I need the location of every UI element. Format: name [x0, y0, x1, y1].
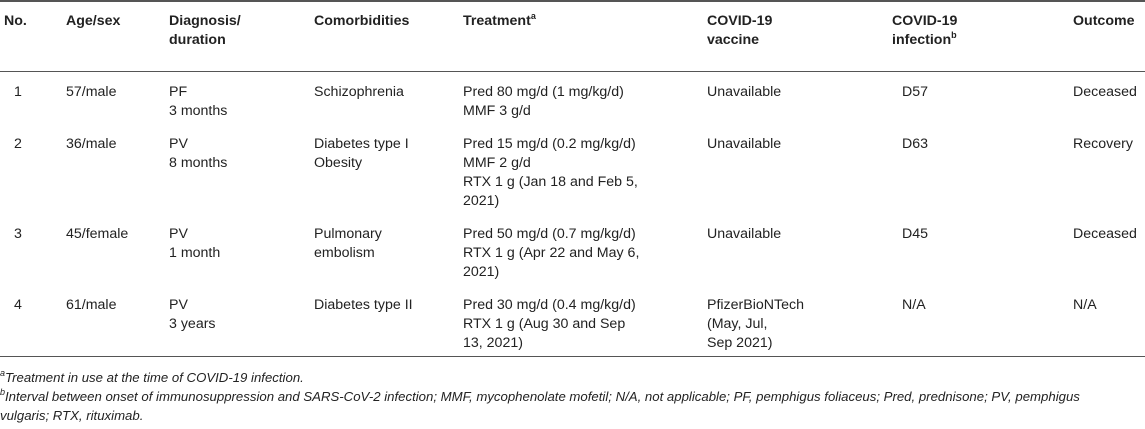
- cell-vaccine-line: Sep 2021): [707, 334, 773, 351]
- header-diagnosis: Diagnosis/ duration: [169, 13, 241, 48]
- cell-treatment: Pred 80 mg/d (1 mg/kg/d) MMF 3 g/d: [459, 71, 697, 124]
- cell-treatment: Pred 30 mg/d (0.4 mg/kg/d) RTX 1 g (Aug 3…: [459, 285, 697, 357]
- footnote-a-marker: a: [530, 11, 536, 21]
- cell-diagnosis-line: PF: [169, 83, 188, 100]
- footnote-b-marker: b: [951, 30, 957, 40]
- cell-age-sex: 36/male: [66, 135, 117, 152]
- header-no: No.: [4, 13, 27, 29]
- cell-diagnosis-line: 1 month: [169, 244, 221, 261]
- cell-vaccine: Unavailable: [697, 71, 826, 124]
- cell-diagnosis: PV 8 months: [155, 124, 310, 214]
- cell-treatment-line: 13, 2021): [463, 334, 523, 351]
- cell-age-sex: 57/male: [66, 83, 117, 100]
- cell-treatment: Pred 15 mg/d (0.2 mg/kg/d) MMF 2 g/d RTX 1…: [459, 124, 697, 214]
- table-footnotes: aTreatment in use at the time of COVID-1…: [0, 368, 1145, 425]
- cell-treatment: Pred 50 mg/d (0.7 mg/kg/d) RTX 1 g (Apr 2…: [459, 214, 697, 285]
- cell-diagnosis-line: 8 months: [169, 154, 228, 171]
- cell-treatment-line: Pred 30 mg/d (0.4 mg/kg/d): [463, 296, 636, 313]
- header-treatment: Treatmenta: [463, 11, 536, 30]
- footnote-a: aTreatment in use at the time of COVID-1…: [0, 368, 304, 386]
- cell-outcome: Recovery: [1073, 135, 1133, 152]
- cell-diagnosis-line: 3 years: [169, 315, 216, 332]
- cell-comorbidities: Diabetes type I Obesity: [310, 124, 459, 214]
- cell-diagnosis-line: PV: [169, 135, 188, 152]
- cell-comorbidities-line: Diabetes type I: [314, 135, 409, 152]
- cell-infection: D45: [902, 225, 929, 242]
- header-vaccine: COVID-19 vaccine: [707, 13, 773, 48]
- cell-comorbidities-line: embolism: [314, 244, 375, 261]
- cell-vaccine: Unavailable: [697, 124, 826, 214]
- cell-treatment-line: Pred 80 mg/d (1 mg/kg/d): [463, 83, 624, 100]
- cell-comorbidities-line: Schizophrenia: [314, 83, 404, 100]
- cell-diagnosis-line: PV: [169, 225, 188, 242]
- header-outcome: Outcome: [1073, 13, 1135, 29]
- cell-comorbidities: Pulmonary embolism: [310, 214, 459, 285]
- cell-no: 4: [14, 296, 22, 313]
- cell-comorbidities-line: Diabetes type II: [314, 296, 413, 313]
- footnote-b: bInterval between onset of immunosuppres…: [0, 387, 1080, 424]
- cell-diagnosis-line: 3 months: [169, 102, 228, 119]
- cell-treatment-line: 2021): [463, 192, 500, 209]
- cell-vaccine-line: Unavailable: [707, 225, 782, 242]
- cell-age-sex: 61/male: [66, 296, 117, 313]
- cell-comorbidities-line: Pulmonary: [314, 225, 382, 242]
- cell-vaccine: PfizerBioNTech (May, Jul, Sep 2021): [697, 285, 826, 357]
- cell-vaccine: Unavailable: [697, 214, 826, 285]
- cell-vaccine-line: Unavailable: [707, 83, 782, 100]
- cell-treatment-line: RTX 1 g (Jan 18 and Feb 5,: [463, 173, 638, 190]
- cell-vaccine-line: Unavailable: [707, 135, 782, 152]
- table-row: 1 57/male PF 3 months Schizophrenia Pred 80 m…: [0, 71, 1145, 124]
- header-infection: COVID-19 infectionb: [892, 13, 958, 48]
- table-row: 3 45/female PV 1 month Pulmonary embolism Pred…: [0, 214, 1145, 285]
- cell-age-sex: 45/female: [66, 225, 129, 242]
- cell-vaccine-line: (May, Jul,: [707, 315, 768, 332]
- table-row: 2 36/male PV 8 months Diabetes type I Obesit…: [0, 124, 1145, 214]
- cell-outcome: Deceased: [1073, 83, 1137, 100]
- cell-comorbidities: Diabetes type II: [310, 285, 459, 357]
- cell-diagnosis: PF 3 months: [155, 71, 310, 124]
- cell-infection: D57: [902, 83, 929, 100]
- patients-table: No. Age/sex Diagnosis/ duration Comorbid…: [0, 1, 1145, 357]
- cell-comorbidities: Schizophrenia: [310, 71, 459, 124]
- table-row: 4 61/male PV 3 years Diabetes type II Pred 30…: [0, 285, 1145, 357]
- cell-no: 1: [14, 83, 22, 100]
- cell-treatment-line: MMF 3 g/d: [463, 102, 531, 119]
- cell-outcome: Deceased: [1073, 225, 1137, 242]
- table-header-row: No. Age/sex Diagnosis/ duration Comorbid…: [0, 1, 1145, 71]
- cell-diagnosis: PV 1 month: [155, 214, 310, 285]
- header-comorbidities: Comorbidities: [314, 13, 410, 29]
- cell-no: 2: [14, 135, 22, 152]
- cell-vaccine-line: PfizerBioNTech: [707, 296, 804, 313]
- cell-no: 3: [14, 225, 22, 242]
- cell-treatment-line: MMF 2 g/d: [463, 154, 531, 171]
- cell-treatment-line: RTX 1 g (Aug 30 and Sep: [463, 315, 626, 332]
- cell-infection: N/A: [902, 296, 926, 313]
- cell-treatment-line: Pred 15 mg/d (0.2 mg/kg/d): [463, 135, 636, 152]
- cell-diagnosis: PV 3 years: [155, 285, 310, 357]
- cell-infection: D63: [902, 135, 929, 152]
- header-age-sex: Age/sex: [66, 13, 121, 29]
- cell-treatment-line: 2021): [463, 263, 500, 280]
- cell-treatment-line: Pred 50 mg/d (0.7 mg/kg/d): [463, 225, 636, 242]
- cell-diagnosis-line: PV: [169, 296, 188, 313]
- cell-outcome: N/A: [1073, 296, 1097, 313]
- cell-treatment-line: RTX 1 g (Apr 22 and May 6,: [463, 244, 640, 261]
- cell-comorbidities-line: Obesity: [314, 154, 363, 171]
